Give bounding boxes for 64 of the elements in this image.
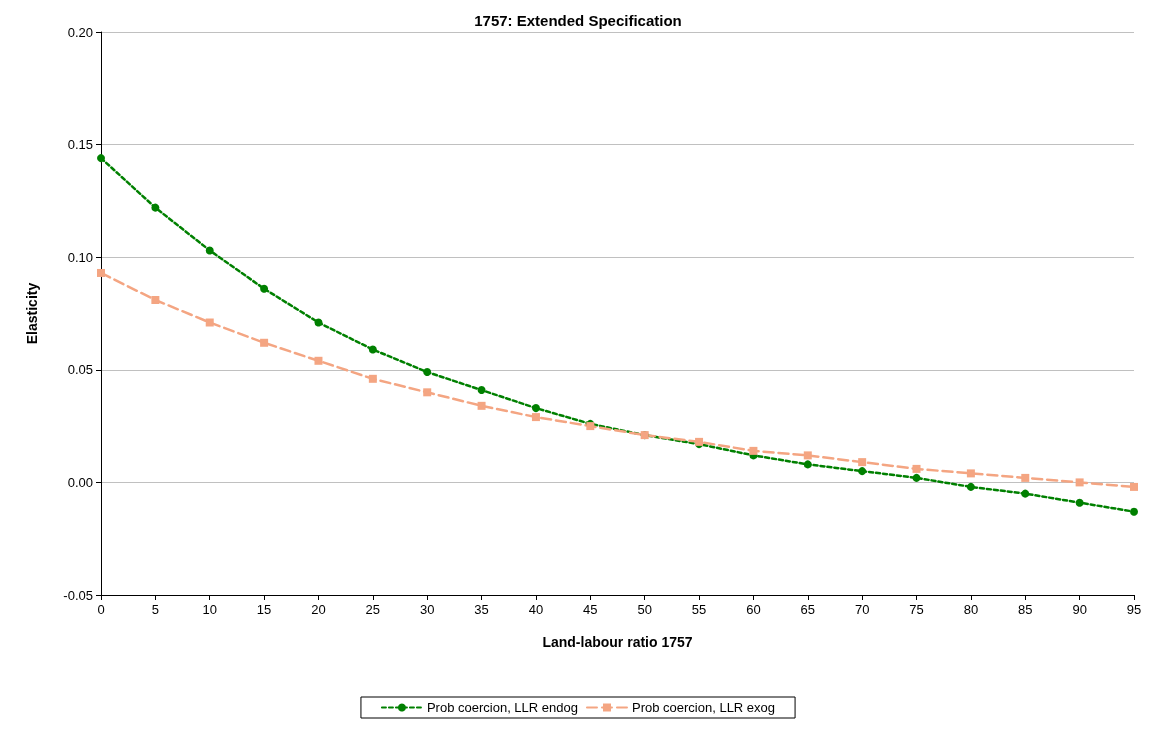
- y-tick-label: 0.00: [67, 474, 93, 490]
- point: [477, 386, 486, 395]
- x-tick-label: 40: [528, 602, 544, 617]
- point: [423, 388, 432, 397]
- y-tick-label: 0.10: [67, 249, 93, 265]
- point: [260, 284, 269, 293]
- y-tick-label: 0.20: [67, 24, 93, 40]
- y-tick-label: -0.05: [63, 587, 93, 603]
- point: [205, 246, 214, 255]
- point: [151, 295, 160, 304]
- point: [1075, 478, 1084, 487]
- x-tick-label: 25: [365, 602, 381, 617]
- x-axis-title: Land-labour ratio 1757: [542, 634, 693, 650]
- point: [858, 467, 867, 476]
- point: [97, 154, 105, 163]
- point: [749, 446, 758, 455]
- y-tick-label: 0.15: [67, 137, 93, 153]
- x-tick-label: 45: [583, 602, 598, 617]
- chart-title: 1757: Extended Specification: [474, 12, 682, 29]
- point: [423, 368, 432, 377]
- x-tick-label: 80: [963, 602, 979, 617]
- x-tick-label: 70: [854, 602, 870, 617]
- x-tick-label: 5: [151, 602, 159, 617]
- point: [477, 401, 486, 410]
- point: [803, 451, 812, 460]
- point: [368, 345, 377, 354]
- x-tick-label: 20: [311, 602, 326, 617]
- x-tick-label: 55: [691, 602, 707, 617]
- x-tick-label: 85: [1018, 602, 1033, 617]
- point: [368, 374, 377, 383]
- point: [1130, 482, 1138, 491]
- point: [151, 203, 160, 212]
- point: [97, 268, 105, 277]
- point: [1021, 473, 1030, 482]
- x-tick-label: 60: [746, 602, 761, 617]
- x-tick-label: 75: [909, 602, 924, 617]
- point: [1075, 498, 1084, 507]
- legend-label: Prob coercion, LLR exog: [631, 700, 776, 715]
- point: [260, 338, 269, 347]
- x-tick-label: 95: [1126, 602, 1142, 617]
- point: [912, 473, 921, 482]
- y-tick-label: 0.05: [67, 362, 93, 378]
- x-tick-label: 30: [419, 602, 435, 617]
- point: [966, 469, 975, 478]
- legend-label: Prob coercion, LLR endog: [426, 700, 578, 715]
- point: [531, 404, 540, 413]
- point: [966, 482, 975, 491]
- x-tick-label: 35: [474, 602, 489, 617]
- point: [205, 318, 214, 327]
- x-tick-label: 90: [1072, 602, 1087, 617]
- y-axis-title: Elasticity: [24, 282, 40, 345]
- x-tick-label: 65: [800, 602, 816, 617]
- point: [1021, 489, 1030, 498]
- point: [1130, 507, 1138, 516]
- point: [314, 318, 323, 327]
- point: [803, 460, 812, 469]
- x-tick-label: 50: [637, 602, 652, 617]
- x-tick-label: 10: [202, 602, 217, 617]
- x-tick-label: 15: [256, 602, 272, 617]
- x-tick-label: 0: [97, 602, 105, 617]
- point: [858, 458, 867, 467]
- point: [531, 413, 540, 422]
- point: [912, 464, 921, 473]
- point: [314, 356, 323, 365]
